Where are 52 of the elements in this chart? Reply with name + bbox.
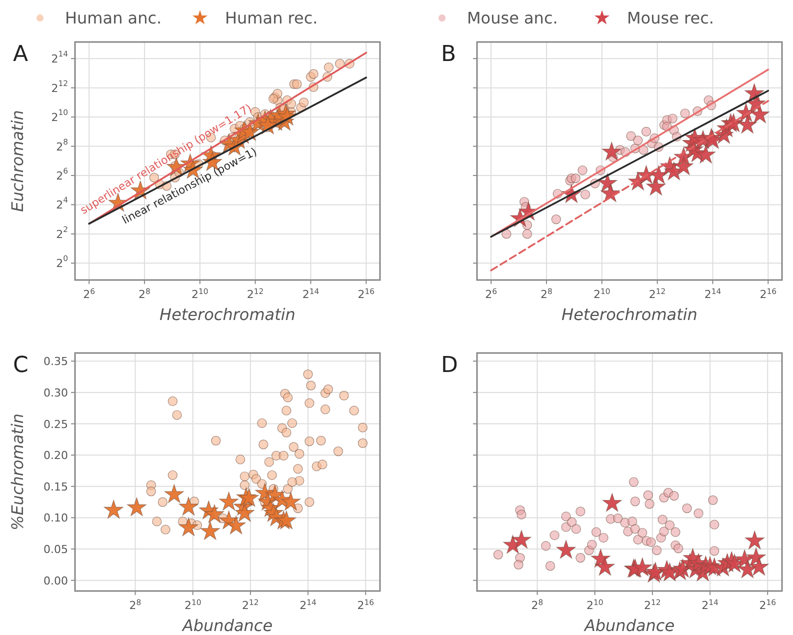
x-tick-label: 2$^{14}$ (702, 598, 719, 612)
x-tick-label: 2$^{12}$ (242, 598, 259, 612)
legend-label: Human rec. (225, 8, 318, 28)
y-tick-label: 0.10 (44, 511, 68, 524)
y-tick-label: 0.25 (44, 417, 68, 430)
x-tick-label: 2$^{6}$ (83, 286, 96, 301)
y-tick-label: 2$^{6}$ (56, 166, 68, 182)
y-axis-title: %Euchromatin (8, 413, 27, 531)
x-tick-label: 2$^{14}$ (302, 286, 320, 301)
x-tick-label: 2$^{12}$ (246, 286, 264, 301)
x-tick-label: 2$^{12}$ (644, 598, 661, 612)
y-tick-label: 2$^{4}$ (56, 196, 68, 212)
chart-title: D (441, 353, 458, 378)
legend-label: Mouse anc. (467, 8, 558, 28)
x-tick-label: 2$^{16}$ (759, 598, 776, 612)
x-axis-title: Heterochromatin (562, 305, 698, 324)
y-tick-label: 2$^{2}$ (56, 224, 68, 240)
chart-title: C (13, 353, 28, 378)
y-tick-label: 2$^{8}$ (56, 137, 68, 153)
y-tick-label: 0.35 (44, 354, 68, 368)
y-tick-label: 0.30 (44, 386, 68, 399)
x-tick-label: 2$^{8}$ (129, 598, 142, 612)
y-tick-label: 2$^{14}$ (51, 50, 68, 66)
y-tick-label: 2$^{12}$ (51, 78, 68, 94)
x-tick-label: 2$^{10}$ (586, 598, 604, 612)
x-tick-label: 2$^{14}$ (300, 598, 317, 612)
x-axis-title: Heterochromatin (160, 305, 296, 324)
legend-label: Mouse rec. (627, 8, 714, 28)
x-axis-title: Abundance (181, 616, 273, 635)
x-tick-label: 2$^{6}$ (485, 286, 498, 301)
x-tick-label: 2$^{14}$ (704, 286, 722, 301)
x-tick-label: 2$^{16}$ (357, 598, 374, 612)
legend-label: Human anc. (65, 8, 162, 28)
y-tick-label: 0.00 (44, 574, 68, 587)
x-tick-label: 2$^{8}$ (531, 598, 544, 612)
x-tick-label: 2$^{8}$ (540, 286, 553, 301)
x-tick-label: 2$^{10}$ (184, 598, 202, 612)
x-tick-label: 2$^{16}$ (358, 286, 375, 301)
x-axis-title: Abundance (583, 616, 675, 635)
y-tick-label: 0.20 (44, 448, 68, 462)
y-axis-title: Euchromatin (8, 110, 27, 212)
y-tick-label: 0.15 (44, 480, 68, 493)
chart-title: B (441, 42, 456, 67)
y-tick-label: 2$^{0}$ (56, 254, 68, 270)
y-tick-label: 2$^{10}$ (51, 108, 68, 124)
chart-title: A (13, 42, 28, 67)
x-tick-label: 2$^{16}$ (760, 286, 777, 301)
x-tick-label: 2$^{10}$ (594, 286, 610, 301)
x-tick-label: 2$^{12}$ (648, 286, 666, 301)
x-tick-label: 2$^{10}$ (192, 286, 208, 301)
y-tick-label: 0.05 (44, 542, 68, 556)
x-tick-label: 2$^{8}$ (138, 286, 151, 301)
